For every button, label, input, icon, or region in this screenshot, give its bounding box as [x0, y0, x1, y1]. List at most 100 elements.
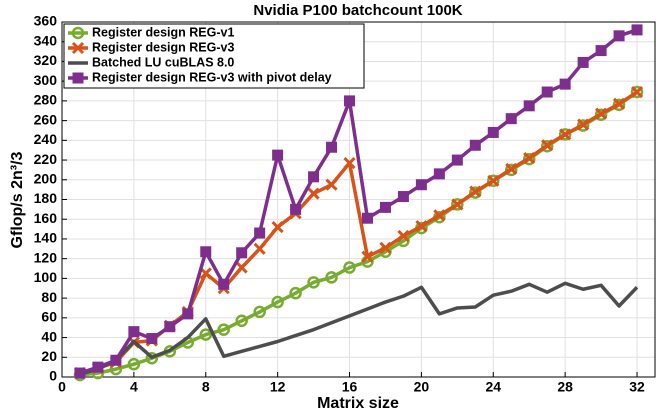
- marker: [451, 198, 464, 211]
- marker: [379, 201, 391, 213]
- marker: [146, 333, 158, 345]
- marker: [379, 241, 392, 254]
- marker: [451, 154, 463, 166]
- marker: [523, 152, 536, 165]
- y-tick-label: 160: [34, 210, 58, 226]
- marker: [308, 171, 320, 183]
- marker: [307, 187, 320, 200]
- marker: [469, 186, 482, 199]
- marker: [344, 95, 356, 107]
- y-tick-label: 200: [34, 170, 58, 186]
- marker: [451, 198, 464, 211]
- y-tick-label: 0: [49, 368, 57, 384]
- marker: [182, 308, 194, 320]
- marker: [361, 212, 373, 224]
- y-tick-label: 20: [41, 348, 57, 364]
- marker: [325, 271, 338, 284]
- marker: [145, 352, 159, 365]
- marker: [559, 78, 571, 90]
- marker: [289, 286, 302, 300]
- marker: [307, 276, 320, 289]
- x-tick-label: 0: [58, 379, 66, 395]
- y-tick-label: 340: [34, 32, 58, 48]
- legend-box: [63, 23, 365, 89]
- y-tick-label: 40: [41, 328, 57, 344]
- marker: [595, 45, 607, 57]
- marker: [199, 267, 212, 280]
- plot-frame: [61, 21, 656, 378]
- marker: [558, 128, 572, 141]
- marker: [110, 354, 122, 366]
- marker: [253, 305, 266, 319]
- legend-label: Register design REG-v3 with pivot delay: [92, 70, 332, 84]
- chart-title: Nvidia P100 batchcount 100K: [253, 2, 462, 19]
- marker: [92, 361, 104, 373]
- marker: [217, 323, 230, 336]
- marker: [127, 357, 141, 371]
- marker: [433, 168, 445, 180]
- x-tick-label: 28: [557, 379, 573, 395]
- x-tick-label: 8: [202, 379, 210, 395]
- y-tick-label: 320: [34, 52, 58, 68]
- legend-marker: [72, 72, 84, 84]
- y-tick-label: 220: [34, 151, 58, 167]
- y-tick-label: 80: [41, 289, 57, 305]
- y-tick-label: 360: [34, 13, 58, 29]
- marker: [254, 227, 266, 239]
- marker: [164, 321, 176, 333]
- marker: [415, 179, 427, 191]
- y-tick-label: 300: [34, 72, 58, 88]
- x-tick-label: 32: [629, 379, 645, 395]
- marker: [235, 261, 248, 274]
- marker: [487, 174, 500, 187]
- y-tick-label: 260: [34, 111, 58, 127]
- marker: [397, 229, 410, 243]
- y-tick-label: 240: [34, 131, 58, 147]
- marker: [253, 242, 266, 255]
- marker: [487, 126, 499, 138]
- marker: [613, 97, 626, 110]
- marker: [128, 326, 140, 338]
- y-tick-label: 180: [34, 190, 58, 206]
- marker: [613, 30, 625, 42]
- marker: [199, 328, 213, 341]
- marker: [200, 246, 212, 258]
- marker: [540, 140, 554, 153]
- marker: [218, 278, 230, 290]
- marker: [397, 191, 409, 203]
- legend-label: Batched LU cuBLAS 8.0: [92, 55, 234, 69]
- y-tick-label: 60: [41, 309, 57, 325]
- marker: [630, 85, 644, 99]
- y-tick-label: 100: [34, 269, 58, 285]
- x-tick-label: 24: [485, 379, 501, 395]
- x-tick-label: 16: [342, 379, 358, 395]
- marker: [290, 203, 302, 215]
- x-axis-label: Matrix size: [317, 395, 399, 412]
- marker: [487, 174, 500, 188]
- x-tick-label: 20: [414, 379, 430, 395]
- marker: [326, 141, 338, 153]
- marker: [559, 128, 572, 141]
- marker: [631, 24, 643, 36]
- marker: [577, 56, 589, 68]
- marker: [523, 100, 535, 112]
- marker: [343, 156, 356, 170]
- marker: [271, 221, 284, 234]
- marker: [325, 178, 338, 191]
- marker: [595, 107, 608, 120]
- y-axis-label: Gflop/s 2n³/3: [9, 151, 26, 248]
- marker: [361, 250, 374, 263]
- y-tick-label: 120: [34, 249, 58, 265]
- marker: [505, 113, 517, 125]
- y-tick-label: 140: [34, 230, 58, 246]
- marker: [343, 261, 356, 274]
- marker: [433, 209, 446, 222]
- marker: [577, 118, 590, 131]
- y-tick-label: 280: [34, 92, 58, 108]
- marker: [469, 139, 481, 151]
- x-tick-label: 12: [270, 379, 286, 395]
- marker: [236, 247, 248, 259]
- legend-marker: [71, 26, 85, 40]
- marker: [74, 367, 86, 379]
